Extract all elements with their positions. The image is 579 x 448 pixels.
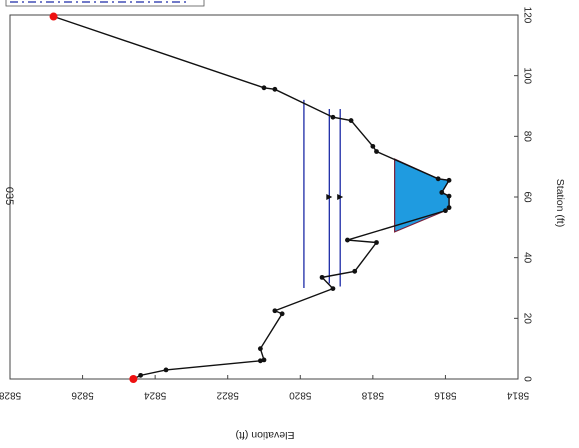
legend-box (5, 0, 205, 7)
ground-point (446, 193, 452, 199)
ground-point (272, 308, 278, 314)
ground-point (345, 237, 350, 243)
ground-point (319, 274, 325, 280)
ground-point (352, 268, 358, 274)
ground-point (443, 208, 448, 214)
x-tick-label: 120 (521, 7, 532, 24)
ground-point (435, 176, 441, 182)
y-tick-label: 5828 (0, 389, 21, 400)
y-tick-label: 5824 (144, 389, 167, 400)
y-tick-label: 5816 (434, 389, 457, 400)
ground-point (330, 286, 336, 292)
y-tick-label: 5822 (216, 389, 239, 400)
x-tick-label: 20 (521, 313, 532, 325)
ground-point (374, 240, 379, 245)
axis-ticks: 0 20 40 60 80 100 120 5814 5816 5818 5820 5822 5824 5… (0, 7, 532, 401)
ground-point (330, 114, 336, 120)
y-tick-label: 5818 (361, 389, 384, 400)
x-tick-label: 40 (521, 252, 532, 264)
ground-point (138, 372, 144, 378)
markers-group (49, 12, 452, 383)
ground-point (374, 149, 379, 154)
ground-point (370, 143, 376, 149)
ground-point (261, 85, 267, 91)
ground-point (348, 118, 354, 123)
x-tick-label: 0 (521, 376, 532, 382)
x-tick-label: 60 (521, 191, 532, 203)
y-axis-title: Elevation (ft) (236, 429, 295, 441)
flow-arrow-marker (326, 194, 333, 200)
ground-point (272, 86, 278, 92)
ground-point (163, 367, 169, 373)
flow-arrow-marker (337, 194, 344, 200)
ground-point (279, 311, 285, 317)
ground-point (257, 358, 263, 364)
ground-point (439, 190, 445, 195)
ground-point (261, 357, 267, 363)
x-tick-label: 100 (521, 67, 532, 84)
ground-point (257, 346, 263, 352)
y-tick-label: 5820 (289, 389, 312, 400)
water-level-lines (303, 99, 344, 288)
y-tick-label: 5814 (506, 389, 529, 400)
x-tick-label: 80 (521, 131, 532, 143)
x-axis-title: Station (ft) (554, 179, 566, 227)
chart-title: 035 (3, 187, 15, 205)
ground-point (446, 177, 452, 183)
bank-station-marker (49, 12, 58, 21)
ground-point (446, 205, 452, 211)
y-tick-label: 5826 (71, 389, 94, 400)
bank-station-marker (129, 375, 138, 383)
